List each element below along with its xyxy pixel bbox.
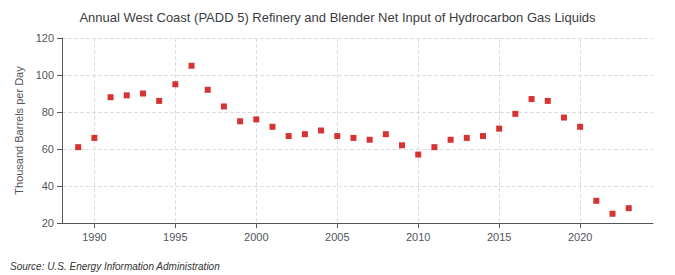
svg-text:80: 80 xyxy=(42,106,54,118)
svg-text:1995: 1995 xyxy=(163,231,187,243)
svg-text:Annual West Coast (PADD 5) Ref: Annual West Coast (PADD 5) Refinery and … xyxy=(79,10,596,25)
svg-text:Source: U.S. Energy Informatio: Source: U.S. Energy Information Administ… xyxy=(10,261,220,272)
svg-text:2005: 2005 xyxy=(325,231,349,243)
svg-text:40: 40 xyxy=(42,180,54,192)
svg-text:2000: 2000 xyxy=(244,231,268,243)
svg-text:60: 60 xyxy=(42,143,54,155)
svg-text:2020: 2020 xyxy=(568,231,592,243)
svg-text:100: 100 xyxy=(36,69,54,81)
svg-text:1990: 1990 xyxy=(82,231,106,243)
svg-text:2010: 2010 xyxy=(406,231,430,243)
svg-text:120: 120 xyxy=(36,32,54,44)
svg-text:Thousand Barrels per Day: Thousand Barrels per Day xyxy=(13,66,25,195)
svg-text:2015: 2015 xyxy=(487,231,511,243)
svg-text:20: 20 xyxy=(42,217,54,229)
